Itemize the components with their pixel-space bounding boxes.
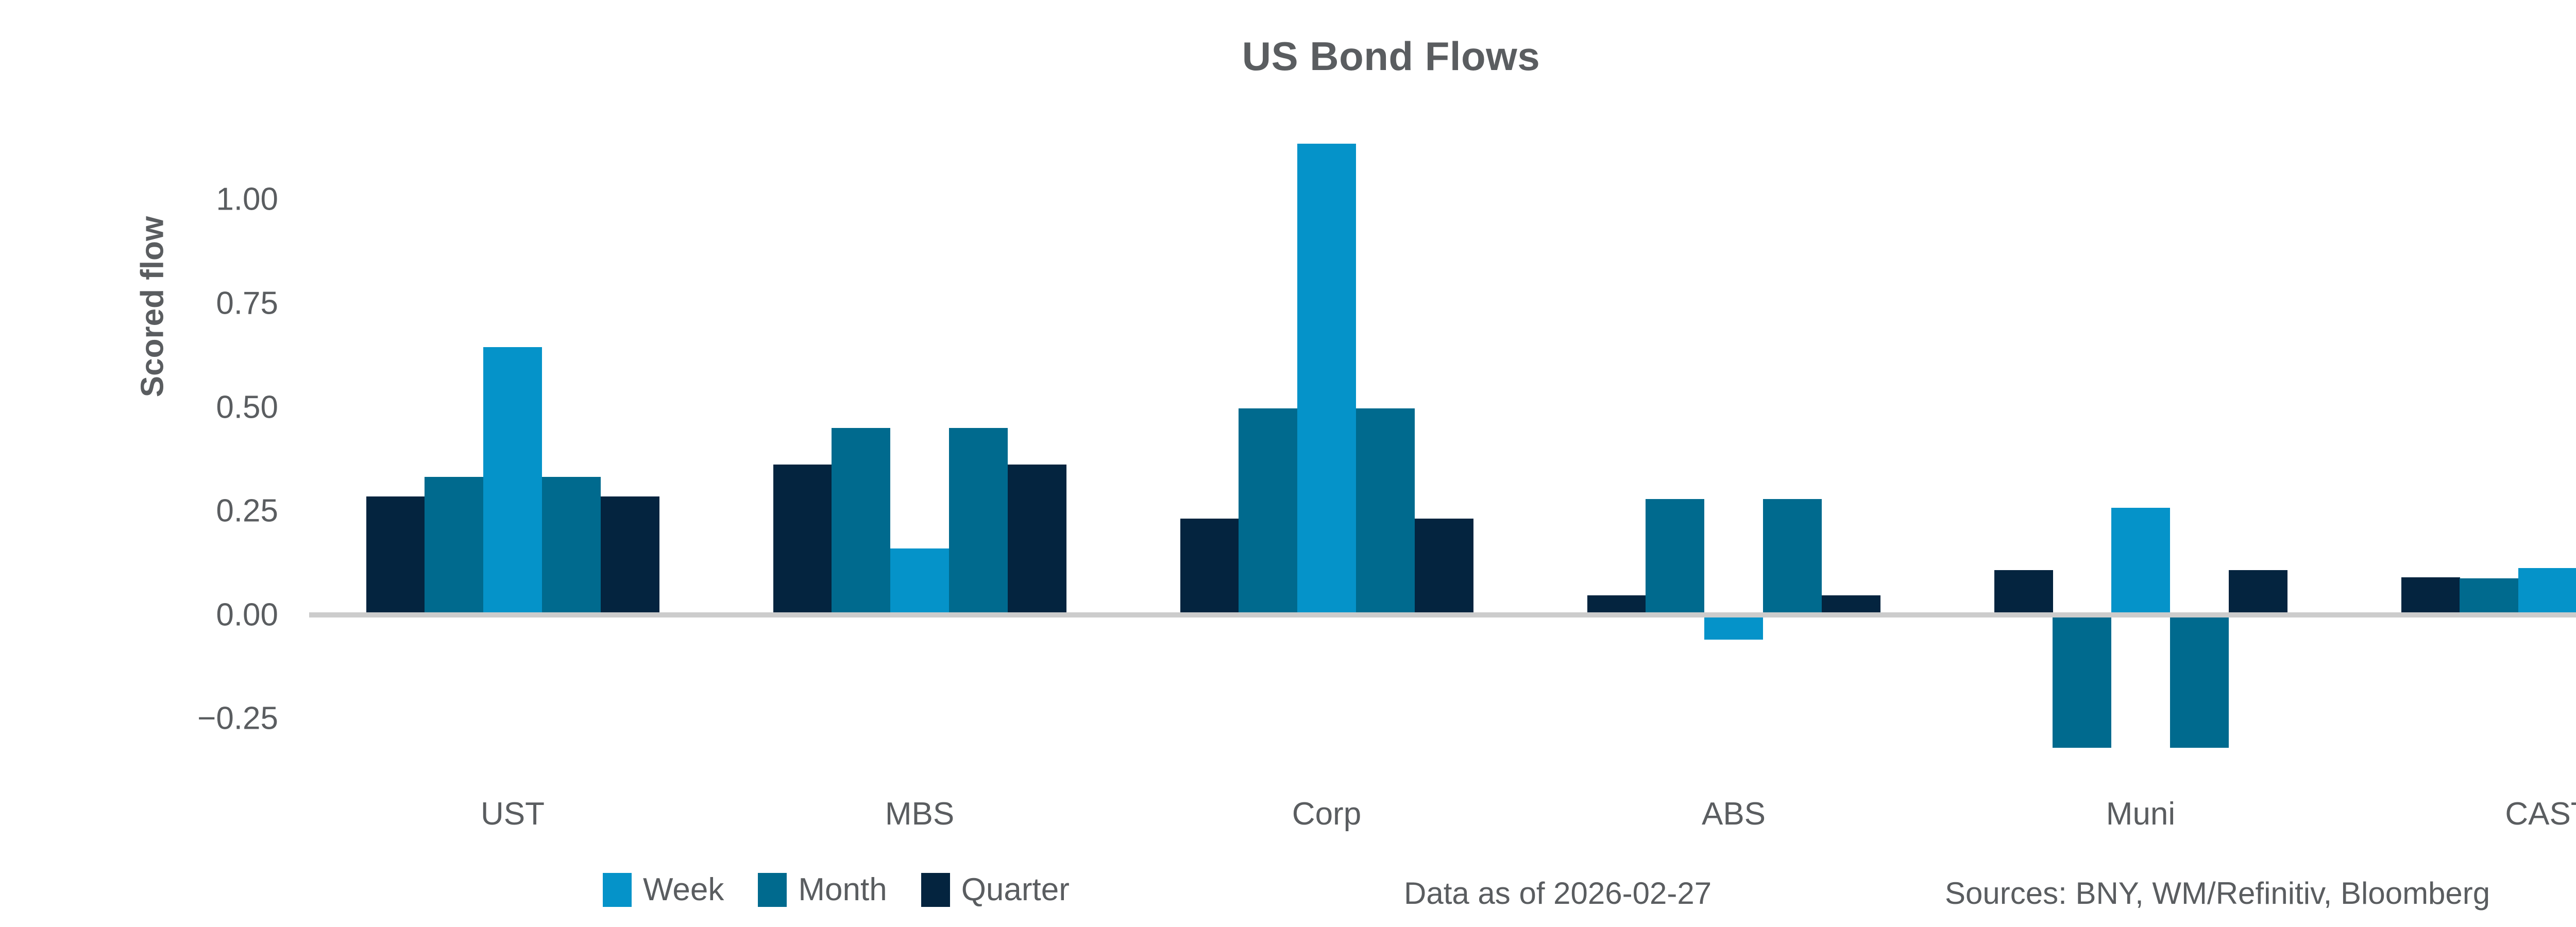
legend-swatch-icon xyxy=(603,873,632,907)
x-tick-label: MBS xyxy=(885,796,955,832)
bar-group xyxy=(1994,108,2287,772)
legend-entry[interactable]: Week xyxy=(603,873,724,907)
bar-month xyxy=(1646,499,1705,615)
legend-swatch-icon xyxy=(758,873,787,907)
bar-week xyxy=(2111,507,2171,615)
bar-quarter xyxy=(2401,577,2460,615)
y-tick-label: −0.25 xyxy=(197,700,278,736)
bar-month xyxy=(832,427,891,615)
y-tick-label: 0.00 xyxy=(216,597,278,633)
bar-group xyxy=(1180,108,1473,772)
bar-group xyxy=(366,108,659,772)
zero-baseline xyxy=(309,612,2576,617)
y-tick-label: 1.00 xyxy=(216,181,278,217)
legend-label: Month xyxy=(798,872,887,907)
bar-month xyxy=(541,476,601,615)
bar-quarter xyxy=(773,464,832,615)
x-tick-label: Corp xyxy=(1292,796,1362,832)
bar-week xyxy=(483,347,543,615)
x-tick-label: ABS xyxy=(1701,796,1766,832)
bar-quarter xyxy=(1587,595,1646,615)
bar-quarter xyxy=(2228,570,2287,615)
bar-month xyxy=(2053,614,2112,748)
bar-month xyxy=(425,476,484,615)
legend-swatch-icon xyxy=(921,873,950,907)
legend-entry[interactable]: Month xyxy=(758,873,887,907)
bar-month xyxy=(1239,408,1298,615)
data-asof-note: Data as of 2026-02-27 xyxy=(1404,876,1712,911)
bar-quarter xyxy=(1414,518,1473,615)
bar-week xyxy=(1704,614,1764,640)
bar-quarter xyxy=(1821,595,1880,615)
plot-area xyxy=(309,108,2576,772)
bar-week xyxy=(1297,143,1357,615)
bar-group xyxy=(2401,108,2576,772)
sources-note: Sources: BNY, WM/Refinitiv, Bloomberg xyxy=(1945,876,2490,911)
bar-quarter xyxy=(1180,518,1239,615)
legend-label: Week xyxy=(643,872,724,907)
bar-quarter xyxy=(1994,570,2053,615)
y-tick-label: 0.25 xyxy=(216,493,278,529)
bar-quarter xyxy=(600,496,659,615)
legend-label: Quarter xyxy=(961,872,1070,907)
bar-week xyxy=(2518,568,2576,615)
bar-month xyxy=(2460,578,2519,615)
bar-month xyxy=(1355,408,1415,615)
bar-group xyxy=(773,108,1066,772)
chart-legend: Week Month Quarter xyxy=(603,869,1070,911)
bar-month xyxy=(948,427,1008,615)
x-tick-label: Muni xyxy=(2106,796,2176,832)
x-tick-label: UST xyxy=(481,796,545,832)
y-tick-label: 0.50 xyxy=(216,389,278,425)
bar-quarter xyxy=(366,496,425,615)
legend-entry[interactable]: Quarter xyxy=(921,873,1070,907)
page-title: US Bond Flows xyxy=(1242,33,1540,79)
bar-month xyxy=(1762,499,1822,615)
x-tick-label: CAST xyxy=(2505,796,2576,832)
bar-week xyxy=(890,548,950,615)
bar-month xyxy=(2170,614,2229,748)
bar-quarter xyxy=(1007,464,1066,615)
y-tick-label: 0.75 xyxy=(216,285,278,321)
bar-group xyxy=(1587,108,1880,772)
